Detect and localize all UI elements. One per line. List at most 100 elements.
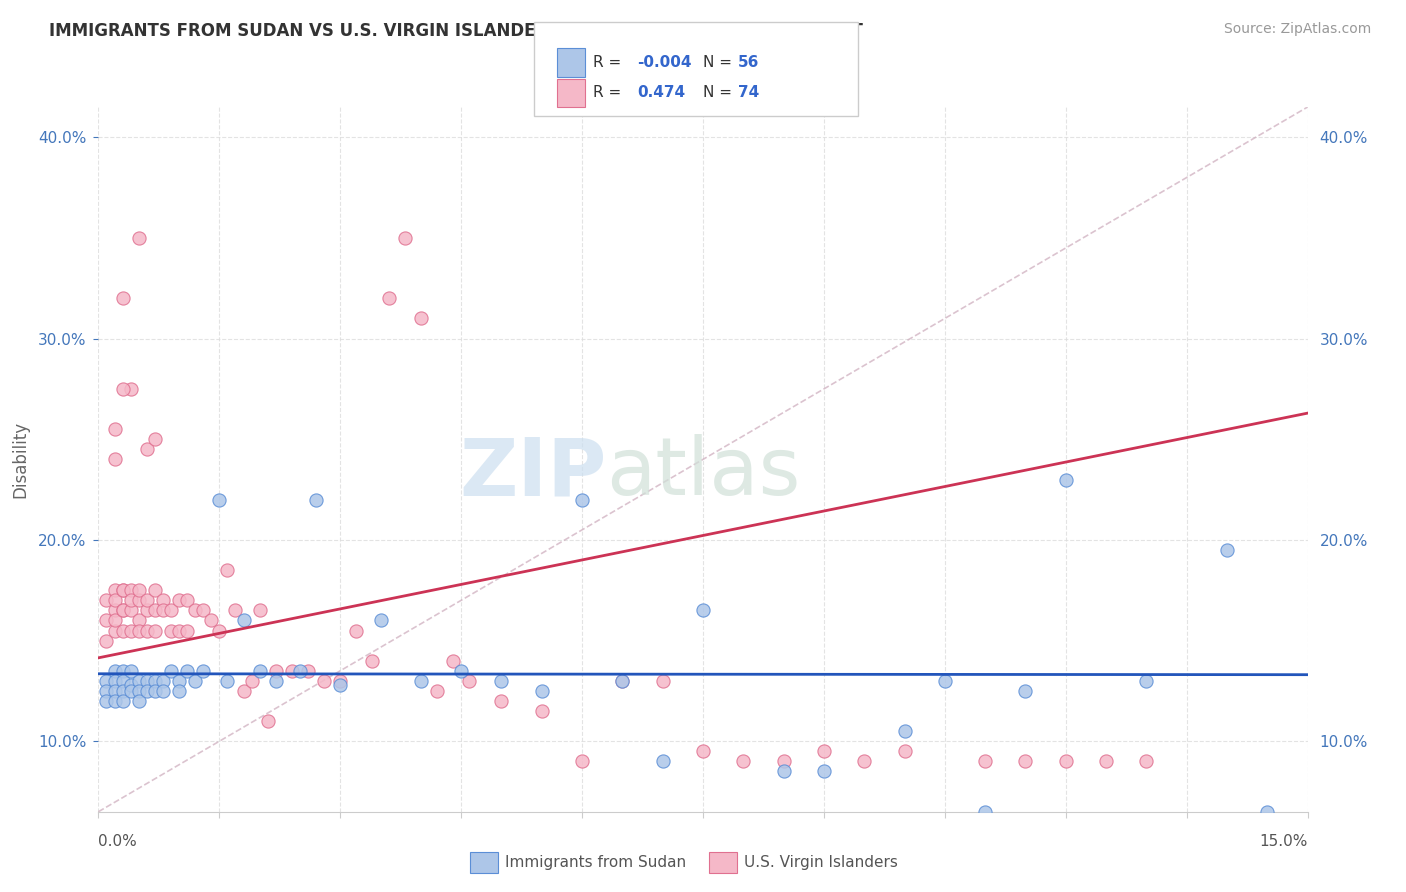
- Point: [167, 593, 190, 607]
- Text: atlas: atlas: [606, 434, 800, 513]
- Point: [143, 432, 166, 446]
- Point: [96, 633, 118, 648]
- Point: [612, 673, 634, 688]
- Point: [96, 694, 118, 708]
- Point: [530, 684, 553, 698]
- Point: [103, 673, 125, 688]
- Point: [111, 673, 134, 688]
- Point: [103, 593, 125, 607]
- Point: [853, 755, 876, 769]
- Point: [135, 673, 157, 688]
- Point: [128, 673, 150, 688]
- Point: [111, 583, 134, 598]
- Point: [1135, 673, 1157, 688]
- Point: [152, 603, 174, 617]
- Text: N =: N =: [703, 86, 733, 101]
- Point: [128, 684, 150, 698]
- Point: [1014, 684, 1036, 698]
- Text: U.S. Virgin Islanders: U.S. Virgin Islanders: [744, 855, 897, 870]
- Point: [232, 614, 254, 628]
- Point: [772, 755, 794, 769]
- Point: [893, 724, 915, 739]
- Point: [426, 684, 449, 698]
- Point: [176, 624, 198, 638]
- Point: [1014, 755, 1036, 769]
- Point: [111, 694, 134, 708]
- Point: [120, 624, 142, 638]
- Point: [208, 624, 231, 638]
- Point: [813, 744, 835, 758]
- Point: [772, 764, 794, 779]
- Point: [128, 624, 150, 638]
- Point: [120, 664, 142, 678]
- Point: [249, 664, 271, 678]
- Y-axis label: Disability: Disability: [11, 421, 30, 498]
- Point: [184, 603, 207, 617]
- Point: [370, 614, 392, 628]
- Point: [143, 673, 166, 688]
- Point: [167, 673, 190, 688]
- Point: [651, 673, 673, 688]
- Point: [1095, 755, 1118, 769]
- Point: [128, 593, 150, 607]
- Point: [96, 684, 118, 698]
- Point: [103, 603, 125, 617]
- Point: [974, 805, 997, 819]
- Point: [120, 593, 142, 607]
- Point: [152, 673, 174, 688]
- Point: [329, 673, 352, 688]
- Point: [1054, 755, 1077, 769]
- Point: [103, 684, 125, 698]
- Point: [135, 442, 157, 457]
- Point: [377, 291, 399, 305]
- Point: [441, 654, 464, 668]
- Point: [120, 583, 142, 598]
- Point: [394, 231, 416, 245]
- Point: [612, 673, 634, 688]
- Point: [160, 624, 183, 638]
- Point: [571, 755, 593, 769]
- Point: [103, 624, 125, 638]
- Point: [128, 583, 150, 598]
- Point: [111, 603, 134, 617]
- Point: [974, 755, 997, 769]
- Point: [120, 603, 142, 617]
- Point: [176, 593, 198, 607]
- Point: [120, 382, 142, 396]
- Point: [491, 694, 513, 708]
- Point: [143, 603, 166, 617]
- Point: [692, 744, 714, 758]
- Point: [128, 231, 150, 245]
- Point: [143, 583, 166, 598]
- Point: [651, 755, 673, 769]
- Text: R =: R =: [593, 54, 621, 70]
- Point: [1256, 805, 1278, 819]
- Text: 56: 56: [738, 54, 759, 70]
- Point: [103, 614, 125, 628]
- Point: [232, 684, 254, 698]
- Point: [135, 593, 157, 607]
- Point: [329, 678, 352, 692]
- Point: [1135, 755, 1157, 769]
- Point: [305, 492, 328, 507]
- Point: [111, 624, 134, 638]
- Text: 15.0%: 15.0%: [1260, 834, 1308, 849]
- Point: [530, 704, 553, 718]
- Point: [152, 593, 174, 607]
- Point: [160, 603, 183, 617]
- Point: [240, 673, 263, 688]
- Point: [111, 583, 134, 598]
- Point: [893, 744, 915, 758]
- Point: [450, 664, 472, 678]
- Point: [128, 614, 150, 628]
- Point: [135, 624, 157, 638]
- Point: [103, 583, 125, 598]
- Text: Immigrants from Sudan: Immigrants from Sudan: [505, 855, 686, 870]
- Point: [135, 684, 157, 698]
- Point: [143, 684, 166, 698]
- Point: [167, 624, 190, 638]
- Point: [934, 673, 956, 688]
- Point: [733, 755, 755, 769]
- Point: [256, 714, 278, 728]
- Point: [103, 452, 125, 467]
